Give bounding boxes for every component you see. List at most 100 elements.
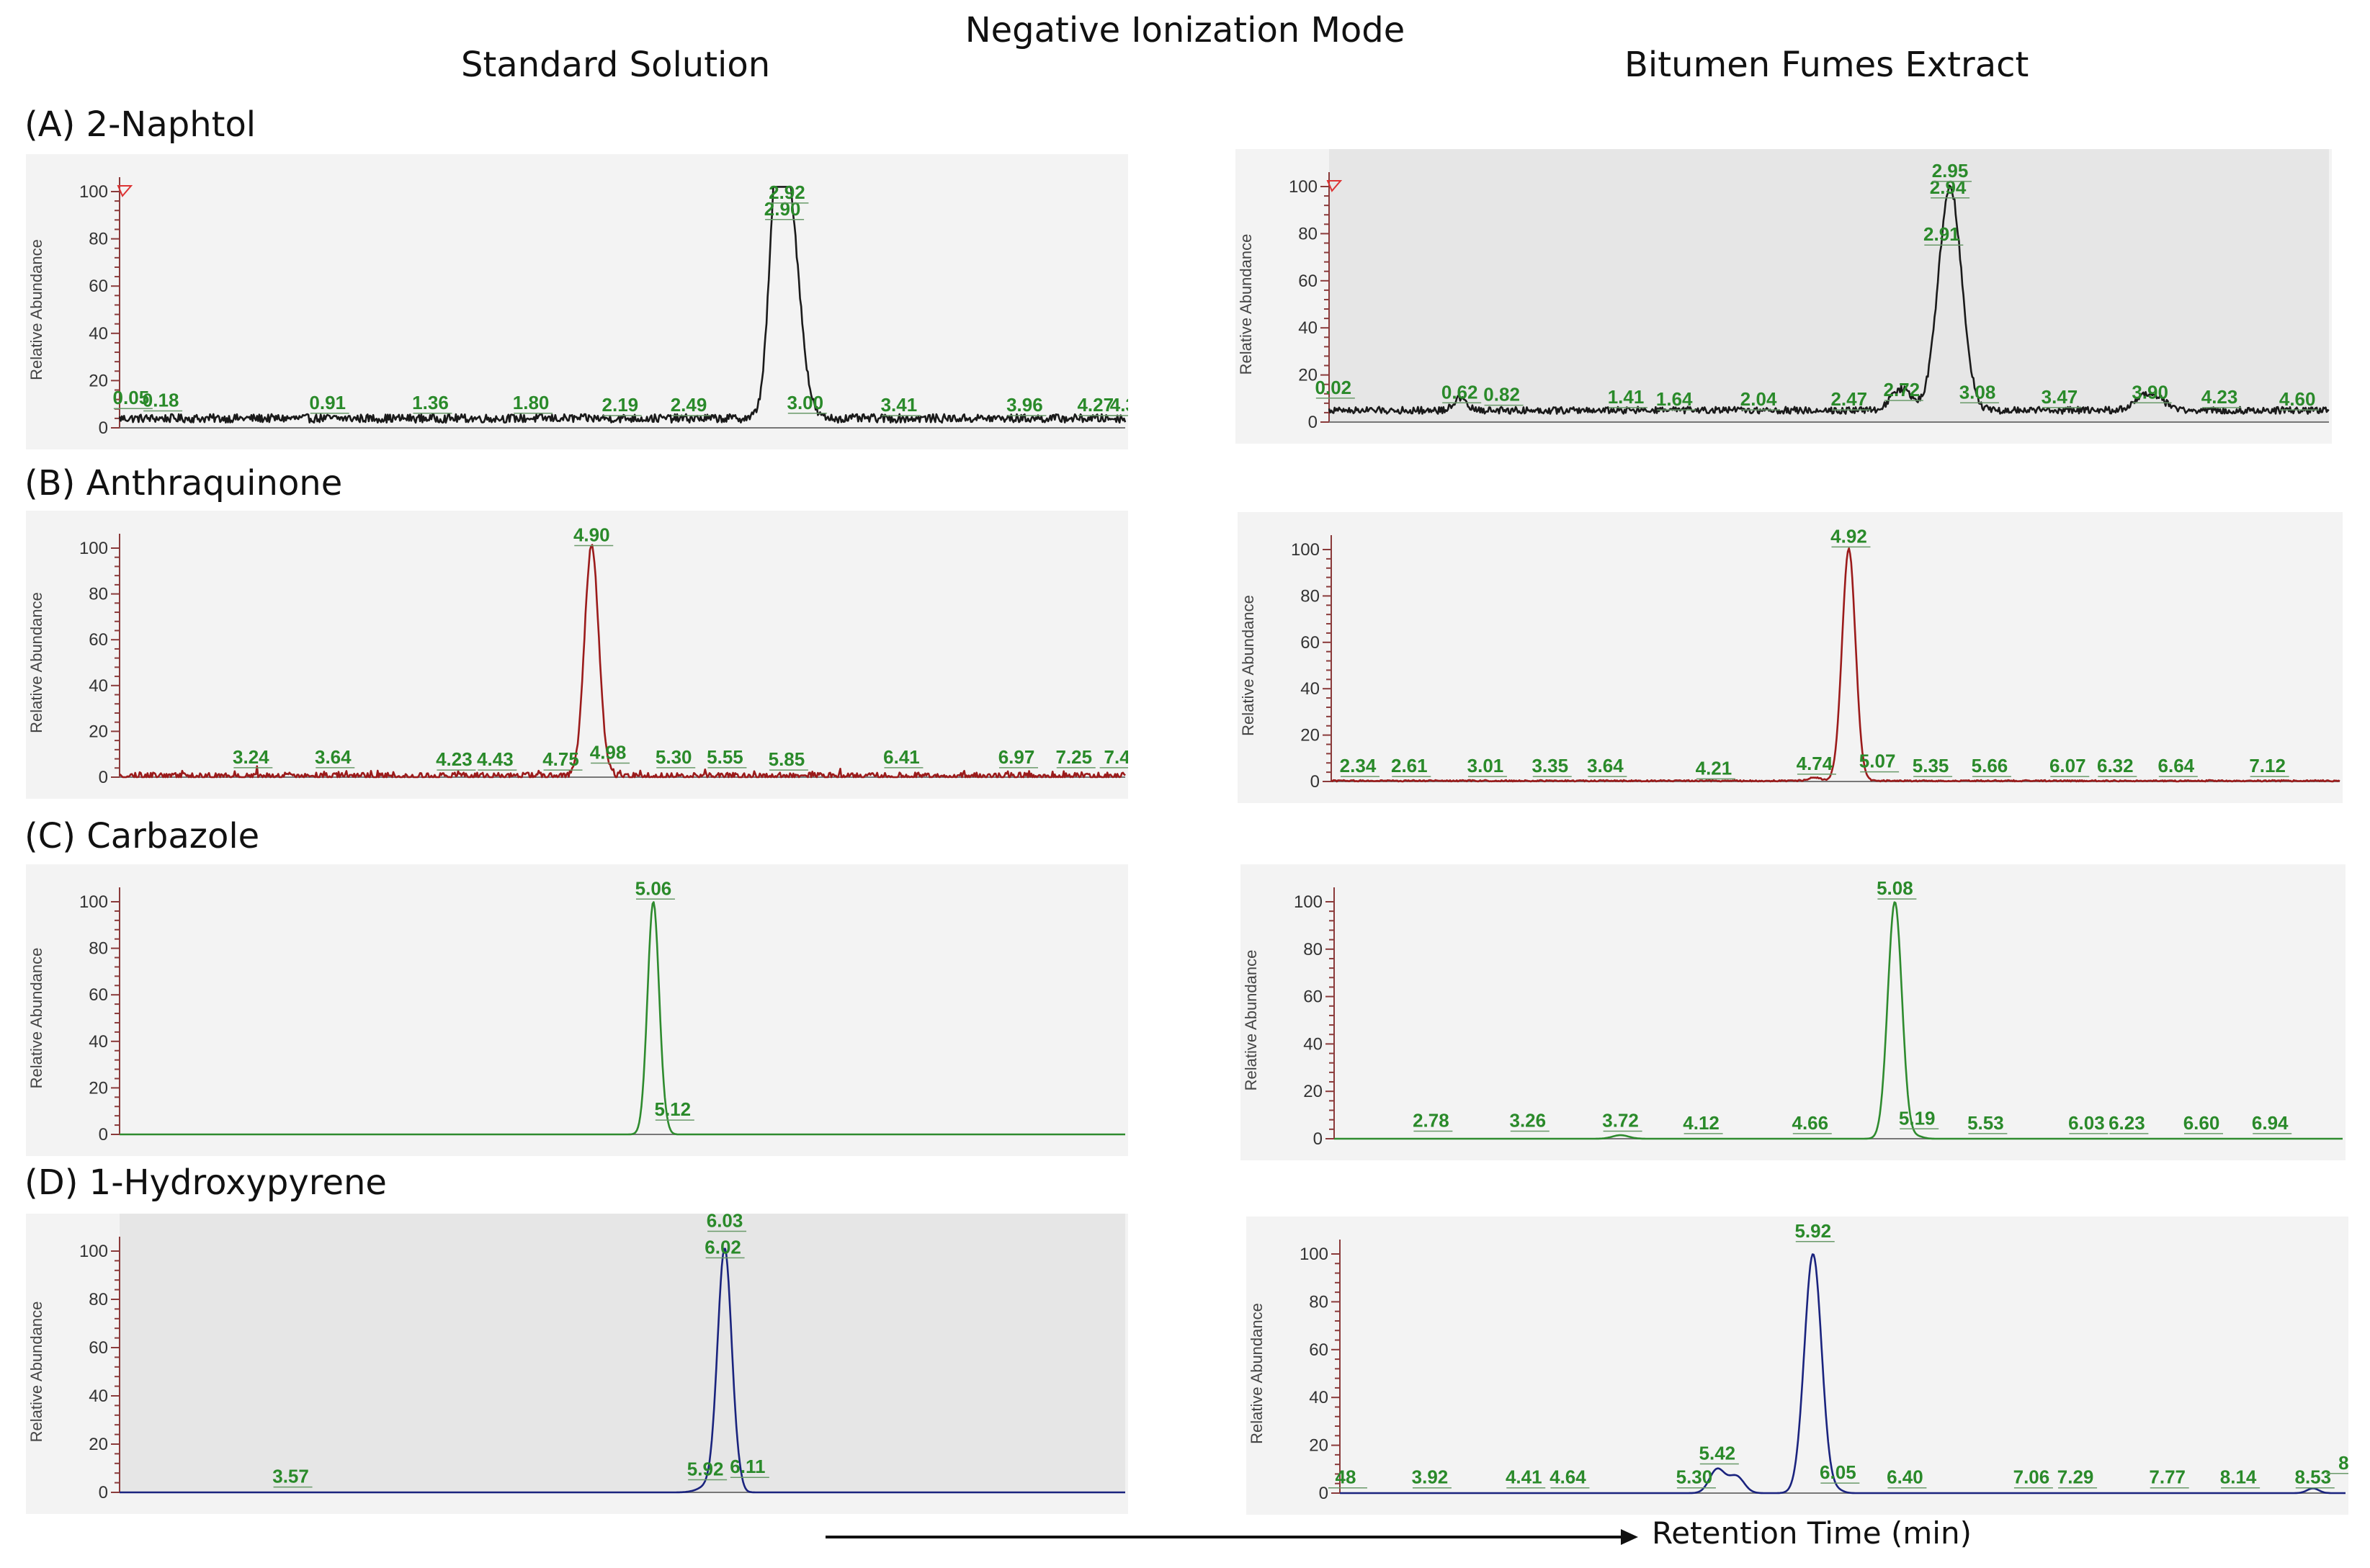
- peak-label: 1.41: [1608, 386, 1645, 408]
- peak-label: 7.29: [2057, 1466, 2094, 1488]
- chromatogram-a-fumes: Relative Abundance 0 20 40 60 80 100 0.02 0.62 0.…: [1235, 149, 2332, 447]
- y-tick-label: 100: [1294, 892, 1323, 912]
- y-tick-label: 80: [1309, 1292, 1328, 1312]
- peak-label: 8.14: [2220, 1466, 2257, 1488]
- row-label-c: (C) Carbazole: [24, 816, 260, 856]
- peak-label: 2.47: [1830, 388, 1867, 410]
- y-axis-label: Relative Abundance: [27, 239, 45, 380]
- peak-label: 3.01: [1467, 755, 1504, 776]
- peak-label: 5.07: [1859, 751, 1896, 772]
- y-axis-label: Relative Abundance: [1239, 595, 1257, 736]
- chromatogram-c-standard: Relative Abundance 0 20 40 60 80 100 5.06 5.12: [26, 864, 1128, 1159]
- y-tick-label: 20: [89, 1078, 108, 1098]
- peak-label: 2.94: [1930, 176, 1967, 198]
- y-tick-label: 60: [89, 1338, 108, 1358]
- y-axis-label: Relative Abundance: [27, 592, 45, 733]
- peak-label: 4.74: [1797, 753, 1833, 774]
- peak-label: 4.75: [542, 748, 579, 770]
- plot-shaded-area: [1329, 149, 2329, 422]
- peak-label: 4.66: [1792, 1112, 1828, 1134]
- peak-label: 4.23: [2201, 386, 2238, 408]
- peak-label: 2.49: [671, 394, 707, 416]
- peak-label: 2.61: [1391, 755, 1428, 776]
- peak-label: 3.35: [1531, 755, 1568, 776]
- chromatogram-d-standard: Relative Abundance 0 20 40 60 80 100 3.57 5.92 6.…: [26, 1214, 1128, 1517]
- peak-label: 4.12: [1683, 1112, 1720, 1134]
- chromatogram-trace: [1331, 547, 2340, 783]
- peak-label: 2.91: [1923, 223, 1960, 245]
- y-tick-label: 80: [89, 585, 108, 604]
- y-tick-label: 100: [1291, 540, 1320, 560]
- peak-label: 8.53: [2294, 1466, 2331, 1488]
- plot-background: [26, 864, 1128, 1156]
- y-tick-label: 0: [99, 1483, 108, 1502]
- peak-label: 4.3: [1110, 394, 1128, 416]
- y-tick-label: 100: [1289, 177, 1318, 197]
- chromatogram-b-fumes: Relative Abundance 0 20 40 60 80 100 2.34 2.61 3.…: [1238, 512, 2343, 806]
- peak-label: 3.47: [2042, 386, 2078, 408]
- y-tick-label: 60: [89, 985, 108, 1005]
- peak-label: 7.4: [1104, 746, 1128, 768]
- plot-background: [1238, 512, 2343, 803]
- peak-label: 5.19: [1899, 1107, 1936, 1129]
- peak-label: 5.66: [1972, 755, 2008, 776]
- y-tick-label: 40: [1298, 318, 1318, 338]
- peak-label: 7.25: [1055, 746, 1092, 768]
- chromatogram-trace: [1334, 901, 2343, 1140]
- chromatogram-a-standard: Relative Abundance 0 20 40 60 80 100 0.05 0.18 0.…: [26, 154, 1128, 452]
- y-tick-label: 0: [1313, 1129, 1323, 1149]
- y-tick-label: 80: [1298, 224, 1318, 243]
- y-tick-label: 100: [79, 1242, 108, 1261]
- chromatogram-trace: [1340, 1253, 2346, 1495]
- peak-label: 7.77: [2149, 1466, 2186, 1488]
- y-tick-label: 60: [1309, 1340, 1328, 1360]
- peak-label: 2.34: [1340, 755, 1377, 776]
- peak-label: 3.92: [1412, 1466, 1449, 1488]
- peak-label: 1.80: [513, 392, 550, 413]
- peak-label: 2.92: [769, 182, 805, 203]
- peak-label: 2.90: [764, 198, 801, 220]
- peak-label: 6.32: [2097, 755, 2134, 776]
- y-tick-label: 20: [89, 1435, 108, 1454]
- peak-label: 6.05: [1820, 1461, 1856, 1483]
- peak-label: 4.23: [436, 748, 473, 770]
- y-tick-label: 0: [99, 768, 108, 787]
- peak-label: 2.78: [1413, 1110, 1449, 1132]
- chromatogram-trace: [120, 1247, 1125, 1494]
- peak-label: 7.12: [2249, 755, 2286, 776]
- peak-label: 1.36: [412, 392, 449, 413]
- peak-label: 3.41: [881, 394, 918, 416]
- y-axis-label: Relative Abundance: [27, 948, 45, 1089]
- y-tick-label: 60: [89, 630, 108, 650]
- y-axis-label: Relative Abundance: [27, 1302, 45, 1443]
- peak-label: 0.82: [1483, 384, 1520, 406]
- chromatogram-trace: [1328, 184, 2330, 415]
- y-tick-label: 40: [89, 1386, 108, 1406]
- peak-label: 4.92: [1830, 525, 1867, 547]
- peak-label: 2.95: [1932, 160, 1969, 182]
- peak-label: 6.11: [730, 1456, 765, 1477]
- peak-label: 4.98: [590, 742, 627, 763]
- y-tick-label: 40: [89, 1032, 108, 1052]
- y-tick-label: 60: [1303, 987, 1323, 1007]
- peak-label: 4.43: [477, 748, 514, 770]
- chromatogram-trace: [119, 544, 1126, 779]
- peak-label: 6.07: [2049, 755, 2086, 776]
- peak-label: 3.26: [1509, 1110, 1546, 1132]
- peak-label: 6.03: [2068, 1112, 2105, 1134]
- peak-label: 5.35: [1913, 755, 1949, 776]
- arrow-head: [1621, 1529, 1638, 1545]
- peak-label: 5.92: [1794, 1220, 1831, 1242]
- y-tick-label: 20: [1298, 366, 1318, 385]
- y-axis-label: Relative Abundance: [1242, 950, 1260, 1091]
- peak-label: 3.96: [1006, 394, 1043, 416]
- y-axis-label: Relative Abundance: [1248, 1303, 1266, 1444]
- peak-label: 3.08: [1959, 381, 1996, 403]
- y-tick-label: 80: [89, 939, 108, 959]
- peak-label: 4.21: [1696, 757, 1732, 779]
- peak-label: 5.53: [1967, 1112, 2004, 1134]
- chromatogram-c-fumes: Relative Abundance 0 20 40 60 80 100 2.78 3.26 3.…: [1240, 864, 2346, 1163]
- peak-label: 3.72: [1602, 1110, 1639, 1132]
- y-axis-label: Relative Abundance: [1237, 234, 1255, 375]
- y-tick-label: 100: [79, 892, 108, 912]
